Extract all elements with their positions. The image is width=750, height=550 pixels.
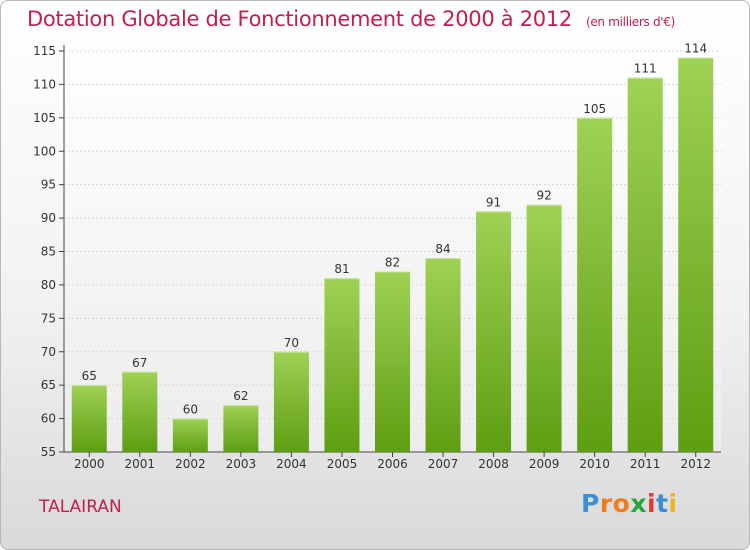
x-tick-label: 2005 — [327, 457, 358, 471]
logo-letter: o — [612, 489, 631, 518]
y-tick-label: 110 — [33, 77, 56, 91]
y-tick-label: 65 — [41, 378, 56, 392]
y-tick-label: 100 — [33, 144, 56, 158]
bar-value-label: 92 — [536, 189, 551, 203]
x-tick-label: 2006 — [377, 457, 408, 471]
y-tick-label: 55 — [41, 445, 56, 459]
x-tick-label: 2011 — [630, 457, 661, 471]
bar-2005 — [324, 278, 360, 452]
bar-2001 — [122, 371, 158, 452]
logo-letter: P — [581, 489, 600, 518]
y-tick-label: 95 — [41, 178, 56, 192]
bar-value-label: 114 — [684, 42, 707, 56]
x-tick-label: 2009 — [529, 457, 560, 471]
bar-value-label: 111 — [634, 62, 657, 76]
bar-2012 — [678, 57, 714, 452]
x-tick-label: 2012 — [680, 457, 711, 471]
proxiti-logo: Proxiti — [581, 489, 678, 518]
y-tick-label: 80 — [41, 278, 56, 292]
bar-2002 — [172, 418, 208, 452]
bar-value-label: 70 — [284, 336, 299, 350]
y-tick-label: 85 — [41, 245, 56, 259]
x-tick-label: 2001 — [125, 457, 156, 471]
y-tick-label: 75 — [41, 311, 56, 325]
bar-value-label: 81 — [334, 262, 349, 276]
chart-title-text: Dotation Globale de Fonctionnement de 20… — [27, 7, 572, 31]
bar-2007 — [425, 258, 461, 452]
bar-value-label: 82 — [385, 256, 400, 270]
bar-value-label: 84 — [435, 242, 450, 256]
chart-title: Dotation Globale de Fonctionnement de 20… — [27, 7, 675, 31]
logo-letter: r — [599, 489, 613, 518]
x-tick-label: 2003 — [226, 457, 257, 471]
x-tick-label: 2010 — [579, 457, 610, 471]
y-tick-label: 60 — [41, 412, 56, 426]
chart-subtitle: (en milliers d'€) — [585, 15, 675, 29]
y-tick-label: 70 — [41, 345, 56, 359]
bar-value-label: 65 — [82, 369, 97, 383]
bar-2006 — [375, 271, 410, 452]
x-tick-label: 2007 — [428, 457, 459, 471]
bar-2009 — [526, 204, 562, 452]
logo-letter: i — [647, 489, 657, 518]
bar-value-label: 91 — [486, 195, 501, 209]
x-tick-label: 2002 — [175, 457, 206, 471]
logo-letter: x — [630, 489, 647, 518]
logo-letter: t — [656, 489, 669, 518]
bar-2000 — [71, 385, 107, 452]
x-tick-label: 2008 — [478, 457, 509, 471]
bar-2004 — [273, 351, 309, 452]
x-tick-label: 2004 — [276, 457, 307, 471]
bar-value-label: 60 — [183, 403, 198, 417]
bar-value-label: 62 — [233, 389, 248, 403]
bar-value-label: 67 — [132, 356, 147, 370]
bar-2003 — [223, 405, 259, 452]
logo-letter: i — [668, 489, 678, 518]
bar-2010 — [577, 117, 613, 452]
place-name: TALAIRAN — [39, 497, 122, 517]
bar-2008 — [476, 211, 512, 452]
bar-value-label: 105 — [583, 102, 606, 116]
y-tick-label: 115 — [33, 44, 56, 58]
y-tick-label: 90 — [41, 211, 56, 225]
y-tick-label: 105 — [33, 111, 56, 125]
bar-2011 — [627, 77, 663, 452]
x-tick-label: 2000 — [74, 457, 105, 471]
